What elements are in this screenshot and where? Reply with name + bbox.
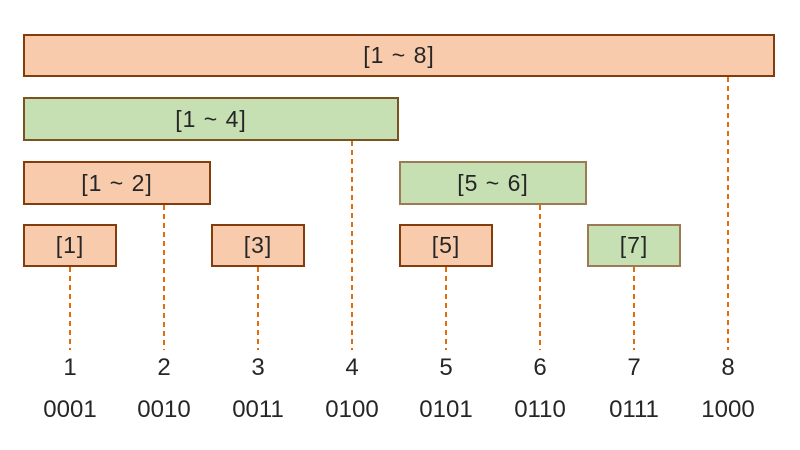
connector-dashed-line [351,141,353,350]
tree-node-1-8: [1 ~ 8] [23,34,775,77]
index-label-4: 4 [345,354,359,381]
connector-dashed-line [727,77,729,350]
binary-label-3: 0011 [232,396,284,423]
tree-node-1-4: [1 ~ 4] [23,97,399,141]
connector-dashed-line [539,205,541,350]
tree-node-7: [7] [587,224,681,267]
index-label-1: 1 [63,354,77,381]
binary-label-8: 1000 [701,396,755,423]
index-label-5: 5 [439,354,453,381]
tree-node-1: [1] [23,224,117,267]
index-label-8: 8 [721,354,735,381]
index-label-3: 3 [251,354,265,381]
tree-node-3: [3] [211,224,305,267]
binary-label-2: 0010 [137,396,191,423]
connector-dashed-line [257,267,259,350]
index-label-7: 7 [627,354,641,381]
tree-node-1-2: [1 ~ 2] [23,161,211,205]
tree-node-5: [5] [399,224,493,267]
connector-dashed-line [163,205,165,350]
binary-label-7: 0111 [609,396,659,423]
binary-label-4: 0100 [325,396,379,423]
tree-node-5-6: [5 ~ 6] [399,161,587,205]
index-label-2: 2 [157,354,171,381]
binary-label-1: 0001 [43,396,97,423]
index-label-6: 6 [533,354,547,381]
connector-dashed-line [445,267,447,350]
connector-dashed-line [633,267,635,350]
binary-label-5: 0101 [419,396,473,423]
binary-label-6: 0110 [514,396,566,423]
connector-dashed-line [69,267,71,350]
